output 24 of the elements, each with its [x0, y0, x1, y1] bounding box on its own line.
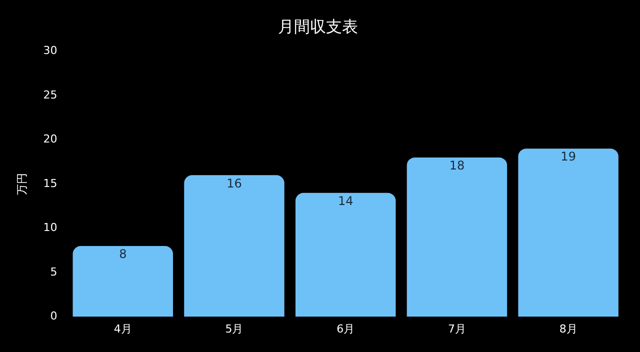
x-tick-label: 6月 [336, 322, 355, 336]
y-tick-label: 5 [50, 265, 58, 278]
x-tick-label: 4月 [114, 322, 132, 336]
bar [72, 246, 173, 317]
y-axis-title: 万円 [15, 173, 28, 195]
data-label: 16 [226, 176, 242, 190]
y-tick-label: 30 [43, 44, 58, 58]
x-tick-label: 5月 [225, 322, 244, 336]
data-label: 8 [119, 247, 127, 262]
y-tick-label: 25 [43, 88, 58, 102]
y-tick-label: 15 [43, 176, 58, 190]
y-tick-label: 20 [43, 132, 58, 146]
bar [295, 192, 396, 317]
x-tick-label: 7月 [448, 322, 466, 336]
data-label: 19 [560, 150, 576, 164]
y-tick-label: 0 [50, 310, 58, 323]
bar [406, 157, 508, 317]
x-tick-label: 8月 [559, 322, 578, 336]
chart-title: 月間収支表 [278, 16, 358, 36]
data-label: 18 [449, 158, 465, 173]
data-label: 14 [338, 194, 354, 208]
y-tick-label: 10 [43, 221, 58, 234]
bar [518, 148, 618, 317]
bar [184, 175, 284, 317]
